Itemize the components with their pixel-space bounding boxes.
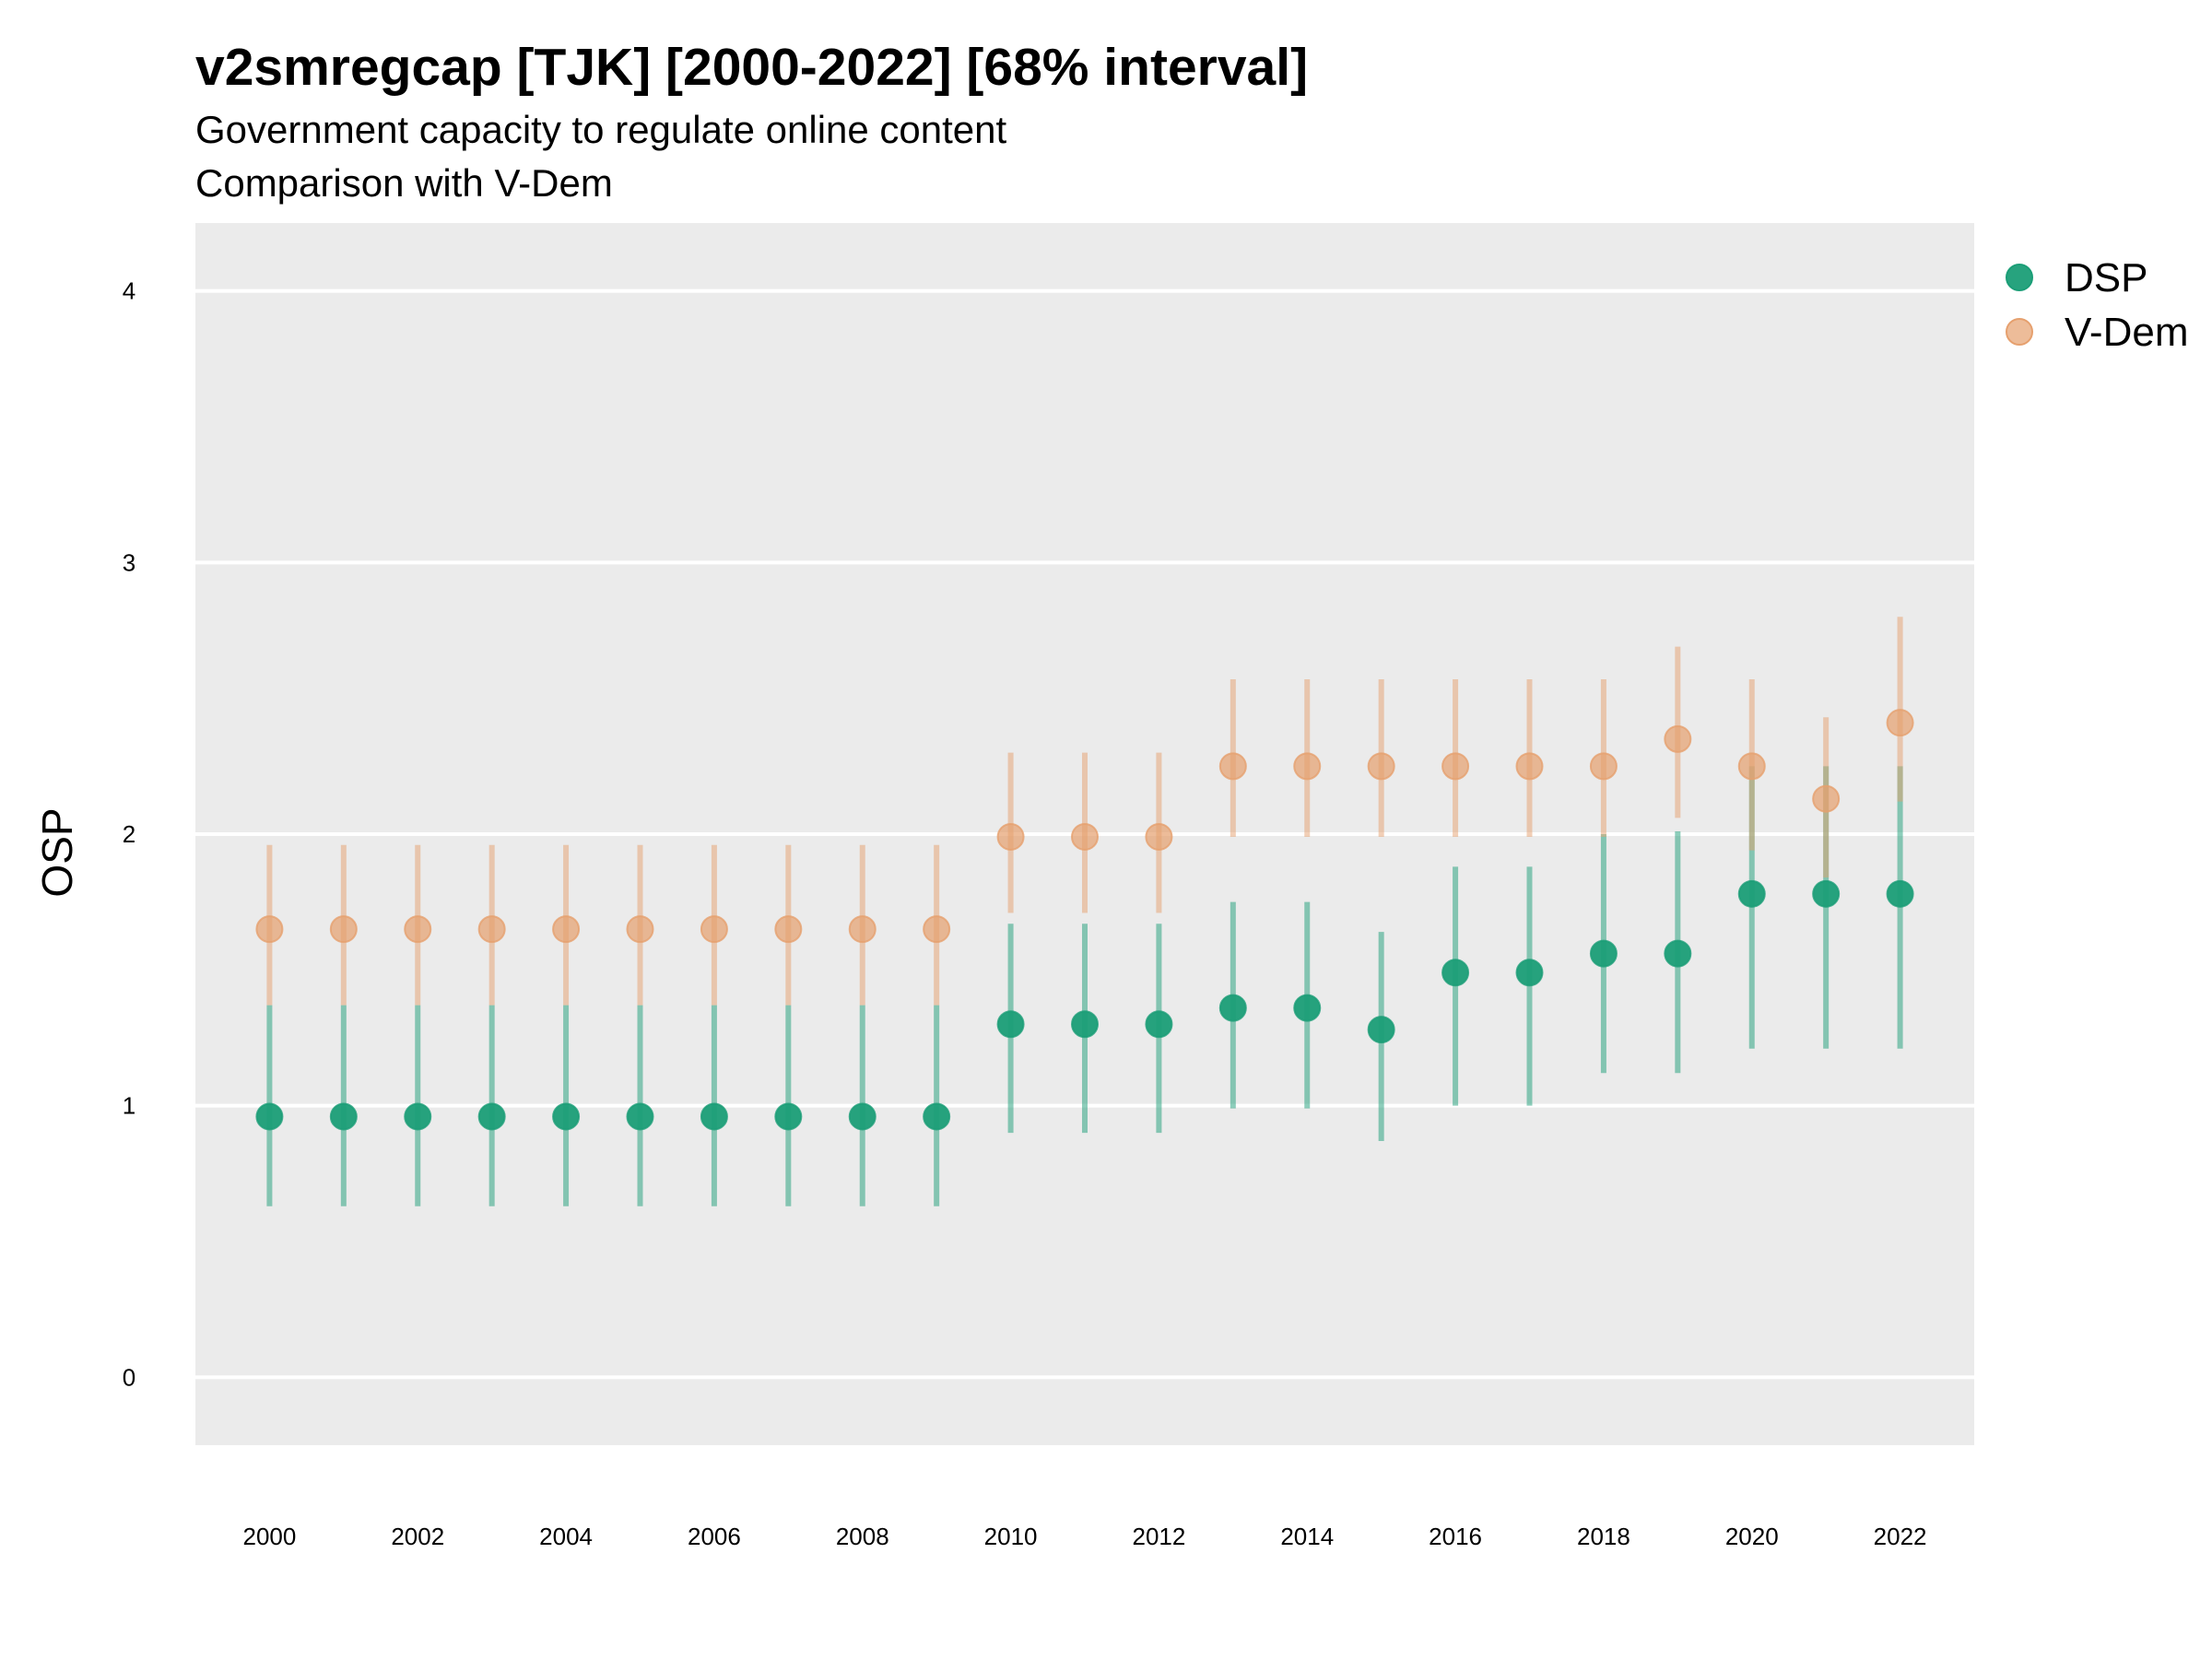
dsp-point [848, 1102, 877, 1131]
dsp-point [1441, 959, 1470, 987]
dsp-point [923, 1102, 951, 1131]
v-dem-point [1737, 752, 1766, 781]
v-dem-point [552, 915, 581, 944]
v-dem-point [774, 915, 803, 944]
x-tick-label: 2010 [984, 1523, 1038, 1550]
dsp-point [1293, 994, 1322, 1022]
dsp-point [329, 1102, 358, 1131]
y-tick-label: 3 [123, 548, 135, 576]
v-dem-point [255, 915, 284, 944]
v-dem-point [700, 915, 728, 944]
v-dem-point [1589, 752, 1618, 781]
x-tick-label: 2020 [1725, 1523, 1779, 1550]
v-dem-point [1886, 709, 1914, 737]
dsp-point [996, 1010, 1025, 1039]
v-dem-point [1441, 752, 1470, 781]
legend-label-dsp: DSP [2065, 255, 2147, 300]
x-tick-label: 2006 [688, 1523, 741, 1550]
v-dem-point [923, 915, 951, 944]
x-tick-label: 2008 [836, 1523, 889, 1550]
data-points [255, 709, 1914, 1131]
v-dem-point [1071, 822, 1099, 851]
x-tick-label: 2018 [1577, 1523, 1630, 1550]
dsp-point [1589, 939, 1618, 968]
y-tick-labels: 0 1 2 3 4 [123, 277, 135, 1392]
dsp-point [1218, 994, 1247, 1022]
legend-label-v-dem: V-Dem [2065, 310, 2188, 355]
v-dem-point [1293, 752, 1322, 781]
v-dem-point [626, 915, 654, 944]
y-axis-title: OSP [33, 807, 81, 897]
dsp-point [1737, 879, 1766, 908]
legend-marker-v-dem [2006, 318, 2033, 346]
v-dem-point [329, 915, 358, 944]
legend: DSP V-Dem [2006, 255, 2188, 355]
x-tick-label: 2016 [1429, 1523, 1482, 1550]
y-tick-label: 2 [123, 820, 135, 848]
x-tick-label: 2022 [1874, 1523, 1927, 1550]
v-dem-point [404, 915, 432, 944]
chart-title: v2smregcap [TJK] [2000-2022] [68% interv… [195, 38, 1308, 97]
dsp-point [1664, 939, 1692, 968]
dsp-point [404, 1102, 432, 1131]
x-tick-labels: 2000 2002 2004 2006 2008 2010 2012 2014 2016 2018… [242, 1523, 1926, 1550]
x-tick-label: 2000 [242, 1523, 296, 1550]
v-dem-point [1145, 822, 1173, 851]
x-tick-label: 2004 [539, 1523, 593, 1550]
dsp-point [1886, 879, 1914, 908]
x-tick-label: 2012 [1132, 1523, 1185, 1550]
chart-subtitle-line-1: Government capacity to regulate online c… [195, 108, 1007, 151]
v-dem-point [1515, 752, 1544, 781]
v-dem-point [1218, 752, 1247, 781]
chart-subtitle-line-2: Comparison with V-Dem [195, 161, 613, 205]
dsp-point [1367, 1016, 1395, 1044]
v-dem-point [996, 822, 1025, 851]
dsp-point [626, 1102, 654, 1131]
v-dem-point [1812, 784, 1841, 813]
y-tick-label: 0 [123, 1363, 135, 1391]
v-dem-point [1664, 724, 1692, 753]
v-dem-point [848, 915, 877, 944]
dsp-point [1145, 1010, 1173, 1039]
x-tick-label: 2002 [391, 1523, 444, 1550]
dsp-point [1071, 1010, 1099, 1039]
y-tick-label: 4 [123, 277, 135, 305]
dsp-point [552, 1102, 581, 1131]
dsp-point [255, 1102, 284, 1131]
v-dem-point [1367, 752, 1395, 781]
dsp-point [477, 1102, 506, 1131]
x-tick-label: 2014 [1280, 1523, 1334, 1550]
dsp-point [1812, 879, 1841, 908]
v-dem-point [477, 915, 506, 944]
dsp-point [700, 1102, 728, 1131]
legend-marker-dsp [2006, 264, 2033, 291]
dsp-point [1515, 959, 1544, 987]
dsp-point [774, 1102, 803, 1131]
y-tick-label: 1 [123, 1092, 135, 1120]
